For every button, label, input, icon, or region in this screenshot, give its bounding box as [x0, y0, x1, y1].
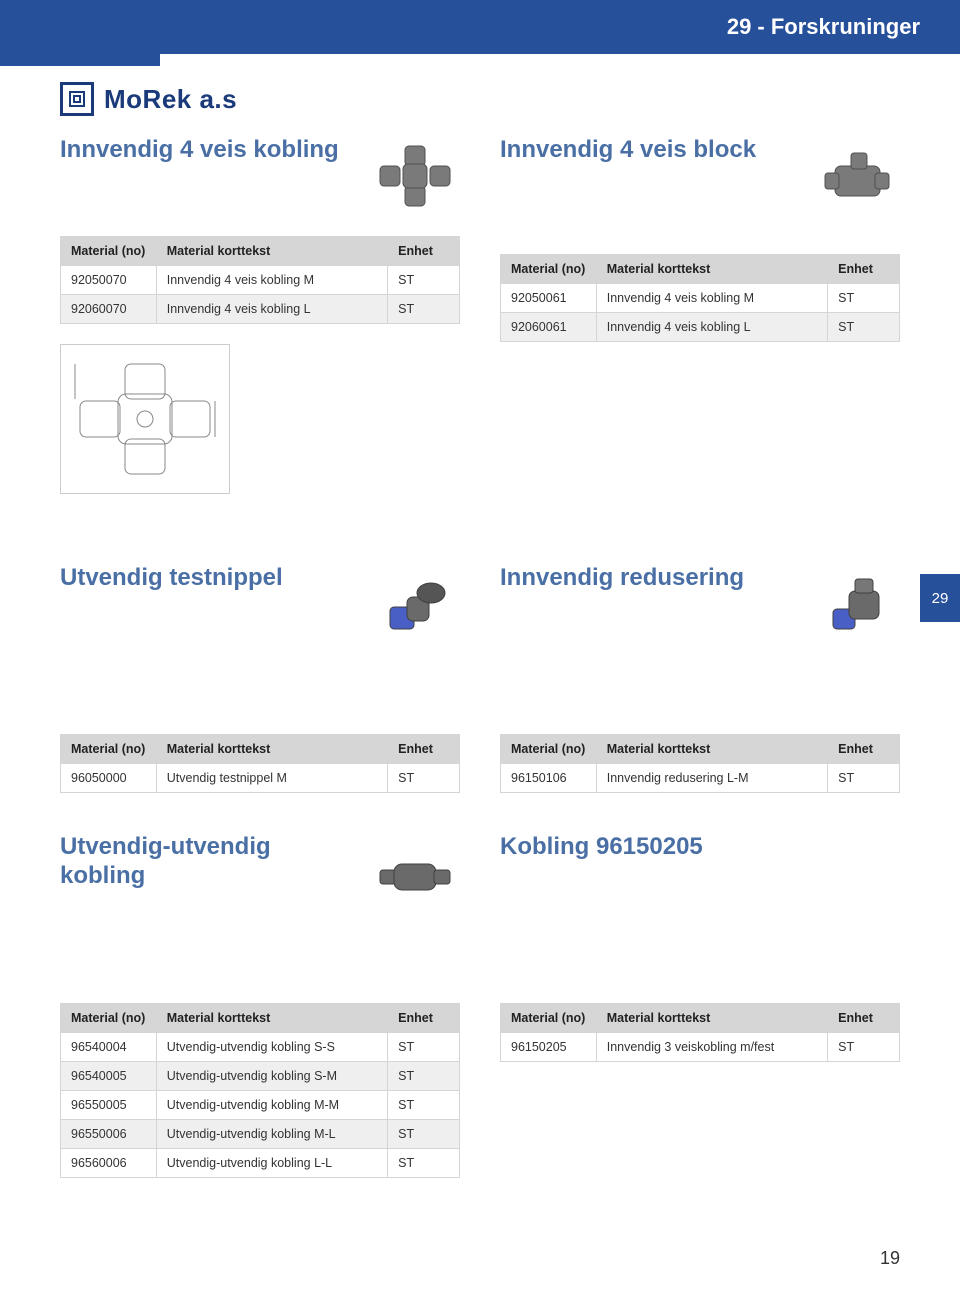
th-material-korttekst: Material korttekst [156, 1004, 387, 1033]
table-cell: 96150106 [501, 764, 597, 793]
table-cell: ST [388, 1062, 460, 1091]
table-cell: ST [828, 313, 900, 342]
th-material-no: Material (no) [501, 255, 597, 284]
th-material-no: Material (no) [501, 735, 597, 764]
th-enhet: Enhet [828, 735, 900, 764]
section-title-s2: Innvendig 4 veis block [500, 136, 790, 165]
table-row: 96550005Utvendig-utvendig kobling M-MST [61, 1091, 460, 1120]
table-cell: Utvendig testnippel M [156, 764, 387, 793]
tbody-s4: 96150106Innvendig redusering L-MST [501, 764, 900, 793]
table-s6: Material (no) Material korttekst Enhet 9… [500, 1003, 900, 1062]
table-cell: Innvendig 4 veis kobling L [156, 295, 387, 324]
table-cell: 96540004 [61, 1033, 157, 1062]
table-cell: Innvendig 3 veiskobling m/fest [596, 1033, 827, 1062]
table-cell: 92050070 [61, 266, 157, 295]
table-row: 92060070Innvendig 4 veis kobling LST [61, 295, 460, 324]
table-cell: ST [388, 1120, 460, 1149]
table-s3: Material (no) Material korttekst Enhet 9… [60, 734, 460, 793]
th-material-korttekst: Material korttekst [596, 735, 827, 764]
page-header: 29 - Forskruninger [0, 0, 960, 54]
th-material-korttekst: Material korttekst [156, 237, 387, 266]
th-material-no: Material (no) [61, 735, 157, 764]
logo-text: MoRek a.s [104, 84, 237, 115]
table-s4: Material (no) Material korttekst Enhet 9… [500, 734, 900, 793]
table-cell: 96050000 [61, 764, 157, 793]
table-cell: ST [388, 295, 460, 324]
th-enhet: Enhet [388, 1004, 460, 1033]
table-cell: ST [828, 764, 900, 793]
logo: MoRek a.s [60, 82, 900, 116]
table-row: 92050070Innvendig 4 veis kobling MST [61, 266, 460, 295]
th-material-korttekst: Material korttekst [596, 255, 827, 284]
section-title-s4: Innvendig redusering [500, 564, 790, 593]
table-cell: 92060061 [501, 313, 597, 342]
logo-icon [60, 82, 94, 116]
table-cell: Utvendig-utvendig kobling S-M [156, 1062, 387, 1091]
side-tab-label: 29 [932, 590, 949, 607]
th-enhet: Enhet [388, 735, 460, 764]
table-row: 96550006Utvendig-utvendig kobling M-LST [61, 1120, 460, 1149]
table-cell: 92050061 [501, 284, 597, 313]
th-enhet: Enhet [828, 1004, 900, 1033]
header-title: 29 - Forskruninger [727, 14, 920, 39]
table-cell: 96550005 [61, 1091, 157, 1120]
th-enhet: Enhet [828, 255, 900, 284]
section-title-s6: Kobling 96150205 [500, 833, 790, 862]
table-cell: ST [388, 266, 460, 295]
page-number: 19 [0, 1218, 960, 1299]
th-material-korttekst: Material korttekst [156, 735, 387, 764]
table-cell: ST [828, 284, 900, 313]
th-enhet: Enhet [388, 237, 460, 266]
technical-diagram-s1 [60, 344, 230, 494]
table-cell: Utvendig-utvendig kobling L-L [156, 1149, 387, 1178]
table-cell: 92060070 [61, 295, 157, 324]
table-cell: Utvendig-utvendig kobling M-M [156, 1091, 387, 1120]
table-cell: ST [388, 1091, 460, 1120]
table-cell: Innvendig redusering L-M [596, 764, 827, 793]
th-material-korttekst: Material korttekst [596, 1004, 827, 1033]
table-row: 96560006Utvendig-utvendig kobling L-LST [61, 1149, 460, 1178]
table-s2: Material (no) Material korttekst Enhet 9… [500, 254, 900, 342]
table-row: 96540004Utvendig-utvendig kobling S-SST [61, 1033, 460, 1062]
table-cell: 96560006 [61, 1149, 157, 1178]
table-cell: ST [388, 1033, 460, 1062]
table-row: 96150106Innvendig redusering L-MST [501, 764, 900, 793]
tbody-s2: 92050061Innvendig 4 veis kobling MST9206… [501, 284, 900, 342]
table-cell: 96150205 [501, 1033, 597, 1062]
table-cell: 96550006 [61, 1120, 157, 1149]
tbody-s3: 96050000Utvendig testnippel MST [61, 764, 460, 793]
section-title-s5: Utvendig-utvendig kobling [60, 833, 350, 891]
section-title-s3: Utvendig testnippel [60, 564, 350, 593]
product-image-s1 [370, 136, 460, 216]
table-cell: Innvendig 4 veis kobling M [156, 266, 387, 295]
table-s1: Material (no) Material korttekst Enhet 9… [60, 236, 460, 324]
table-cell: Innvendig 4 veis kobling L [596, 313, 827, 342]
side-tab: 29 [920, 574, 960, 622]
product-image-s6 [810, 833, 900, 913]
table-cell: ST [388, 764, 460, 793]
table-cell: Utvendig-utvendig kobling M-L [156, 1120, 387, 1149]
tbody-s1: 92050070Innvendig 4 veis kobling MST9206… [61, 266, 460, 324]
th-material-no: Material (no) [61, 237, 157, 266]
table-cell: 96540005 [61, 1062, 157, 1091]
table-row: 96150205Innvendig 3 veiskobling m/festST [501, 1033, 900, 1062]
product-image-s2 [810, 136, 900, 216]
product-image-s4 [810, 564, 900, 644]
table-cell: Innvendig 4 veis kobling M [596, 284, 827, 313]
th-material-no: Material (no) [501, 1004, 597, 1033]
tbody-s6: 96150205Innvendig 3 veiskobling m/festST [501, 1033, 900, 1062]
table-row: 96540005Utvendig-utvendig kobling S-MST [61, 1062, 460, 1091]
tbody-s5: 96540004Utvendig-utvendig kobling S-SST9… [61, 1033, 460, 1178]
product-image-s3 [370, 564, 460, 644]
table-cell: Utvendig-utvendig kobling S-S [156, 1033, 387, 1062]
table-row: 92050061Innvendig 4 veis kobling MST [501, 284, 900, 313]
table-cell: ST [828, 1033, 900, 1062]
product-image-s5 [370, 833, 460, 913]
table-cell: ST [388, 1149, 460, 1178]
table-s5: Material (no) Material korttekst Enhet 9… [60, 1003, 460, 1178]
table-row: 96050000Utvendig testnippel MST [61, 764, 460, 793]
table-row: 92060061Innvendig 4 veis kobling LST [501, 313, 900, 342]
th-material-no: Material (no) [61, 1004, 157, 1033]
section-title-s1: Innvendig 4 veis kobling [60, 136, 350, 165]
